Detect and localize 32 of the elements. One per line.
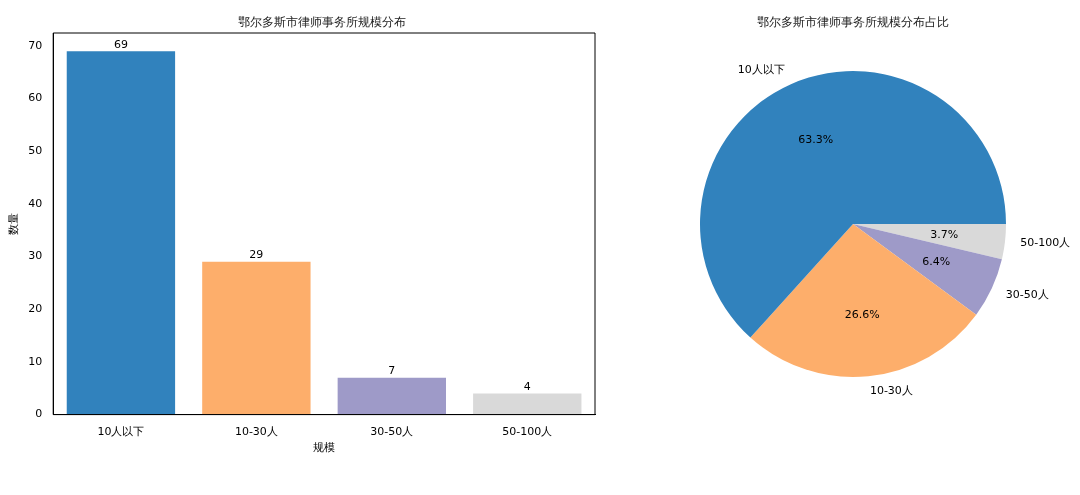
x-tick-label: 10人以下 [97,425,145,439]
data-label: 3.7% [930,227,959,241]
y-tick-label: 50 [28,144,43,158]
bar [473,393,582,415]
slice-label: 10人以下 [737,63,785,77]
data-label: 69 [113,37,128,51]
y-tick-label: 40 [28,196,43,210]
x-tick-label: 50-100人 [502,425,553,439]
y-axis-title: 数量 [7,212,21,235]
y-tick-label: 70 [28,38,43,52]
y-tick-label: 20 [28,302,43,316]
slice-label: 10-30人 [869,384,913,398]
chart-title: 鄂尔多斯市律师事务所规模分布占比 [756,14,950,31]
data-label: 29 [249,248,264,262]
x-axis-title: 规模 [313,441,336,455]
data-label: 63.3% [798,132,834,146]
y-tick-label: 60 [28,91,43,105]
y-tick-label: 10 [28,354,43,368]
slice-label: 50-100人 [1020,236,1071,250]
y-tick-label: 0 [35,407,43,421]
x-tick-label: 10-30人 [234,425,278,439]
slice-label: 30-50人 [1005,287,1049,301]
data-label: 4 [523,379,531,393]
data-label: 6.4% [922,255,951,269]
chart-title: 鄂尔多斯市律师事务所规模分布 [236,14,407,31]
bar [202,261,311,415]
data-label: 26.6% [844,308,880,322]
data-label: 7 [388,364,396,378]
x-tick-label: 30-50人 [370,425,414,439]
bar [337,377,446,415]
bar [66,51,176,415]
y-tick-label: 30 [28,249,43,263]
